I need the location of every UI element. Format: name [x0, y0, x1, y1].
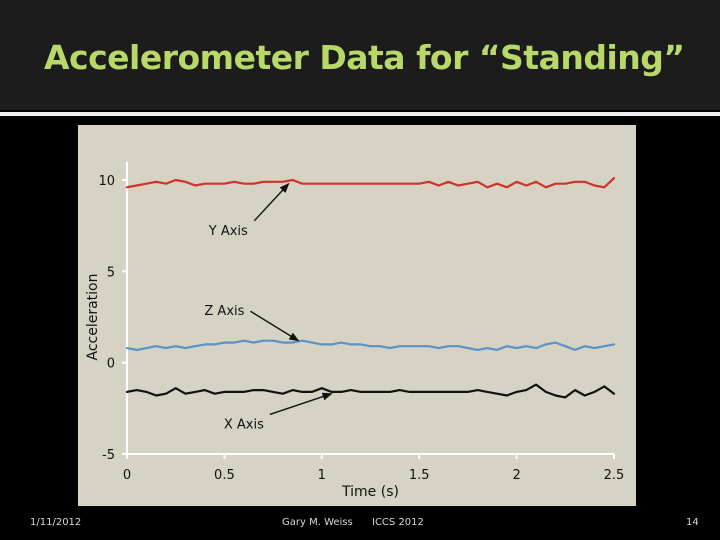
footer-date: 1/11/2012 [30, 517, 82, 528]
annotation-arrow-x [269, 392, 333, 416]
annotation-label-x: X Axis [224, 417, 264, 432]
x-tick-label: 2.5 [604, 468, 625, 483]
annotations: Y Axis Z Axis X Axis [204, 182, 333, 432]
y-tick-label: 10 [98, 174, 115, 189]
footer-author: Gary M. Weiss [282, 517, 353, 528]
x-tick-label: 0.5 [214, 468, 235, 483]
y-tick-label: -5 [102, 448, 115, 463]
axes: 10 5 0 -5 0 0.5 1 1.5 2 2.5 Time (s) Acceleration [85, 162, 624, 500]
annotation-label-z: Z Axis [204, 304, 244, 319]
title-divider [0, 112, 720, 116]
y-tick-label: 5 [107, 265, 115, 280]
series-lines [125, 177, 616, 399]
y-tick-label: 0 [107, 357, 115, 372]
x-axis-title: Time (s) [341, 484, 399, 500]
x-tick-label: 1.5 [409, 468, 430, 483]
annotation-arrow-z [250, 310, 300, 342]
x-tick-label: 1 [318, 468, 326, 483]
series-line-z-axis [125, 339, 616, 351]
chart-panel: 10 5 0 -5 0 0.5 1 1.5 2 2.5 Time (s) Acceleration Y… [78, 125, 636, 506]
x-tick-label: 0 [123, 468, 131, 483]
annotation-arrow-y [253, 182, 290, 222]
series-line-y-axis [125, 177, 616, 189]
footer-venue: ICCS 2012 [372, 517, 424, 528]
footer-page-number: 14 [686, 517, 699, 528]
series-line-x-axis [125, 383, 616, 399]
x-tick-label: 2 [512, 468, 520, 483]
y-axis-title: Acceleration [85, 274, 101, 361]
annotation-label-y: Y Axis [208, 224, 248, 239]
accelerometer-chart: 10 5 0 -5 0 0.5 1 1.5 2 2.5 Time (s) Acceleration Y… [85, 162, 624, 500]
title-band [0, 0, 720, 110]
slide-title: Accelerometer Data for “Standing” [44, 38, 685, 77]
